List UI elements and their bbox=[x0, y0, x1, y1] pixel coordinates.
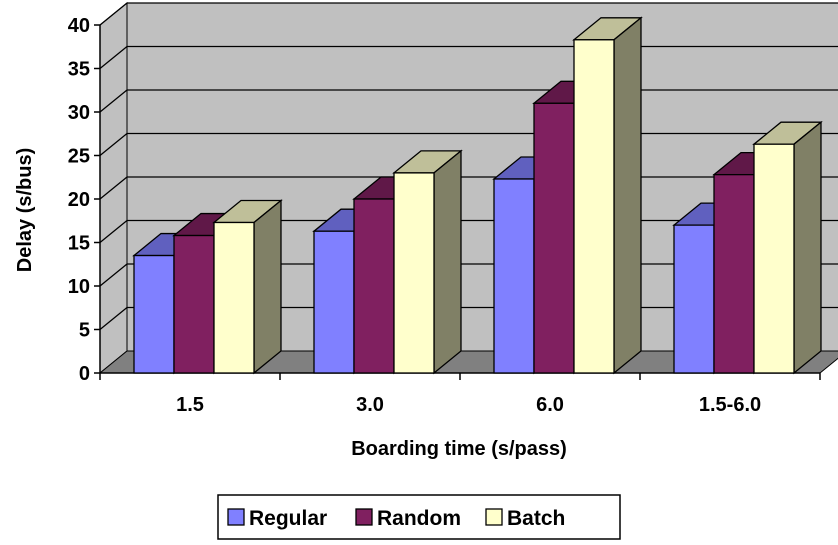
bar-front bbox=[533, 102, 575, 374]
x-axis-title: Boarding time (s/pass) bbox=[351, 438, 567, 460]
x-category-labels: 1.5 3.0 6.0 1.5-6.0 bbox=[176, 394, 761, 416]
bar-side bbox=[793, 120, 822, 375]
bar-front bbox=[133, 254, 175, 374]
x-category-label: 1.5-6.0 bbox=[699, 394, 761, 416]
bar bbox=[752, 120, 823, 375]
bar bbox=[572, 16, 643, 375]
x-category-label: 1.5 bbox=[176, 394, 204, 416]
legend-swatch bbox=[227, 508, 245, 526]
x-category-label: 6.0 bbox=[536, 394, 564, 416]
bar bbox=[392, 149, 463, 375]
bar-front bbox=[673, 224, 715, 374]
y-tick-labels: 0 5 10 15 20 25 30 35 40 bbox=[68, 15, 90, 385]
x-category-label: 3.0 bbox=[356, 394, 384, 416]
y-tick-label: 40 bbox=[68, 15, 90, 37]
y-tick-label: 0 bbox=[79, 363, 90, 385]
gridline bbox=[99, 2, 838, 26]
bar-front bbox=[393, 172, 435, 374]
legend-box bbox=[217, 494, 621, 540]
y-axis-title: Delay (s/bus) bbox=[14, 148, 36, 272]
legend: Regular Random Batch bbox=[217, 494, 621, 540]
bar-front bbox=[493, 178, 535, 374]
bar-side bbox=[433, 149, 462, 375]
bar-front bbox=[353, 198, 395, 374]
y-tick-label: 30 bbox=[68, 102, 90, 124]
legend-label: Batch bbox=[507, 507, 565, 530]
legend-swatch bbox=[485, 508, 503, 526]
legend-label: Regular bbox=[249, 507, 327, 530]
bar-front bbox=[313, 230, 355, 374]
y-tick-label: 35 bbox=[68, 59, 90, 81]
bar-front bbox=[213, 221, 255, 374]
bar-front bbox=[173, 234, 215, 374]
bar-side bbox=[613, 16, 642, 375]
y-tick-label: 15 bbox=[68, 233, 90, 255]
y-tick-label: 25 bbox=[68, 146, 90, 168]
y-tick-label: 5 bbox=[79, 320, 90, 342]
bars bbox=[132, 16, 823, 375]
bar-front bbox=[573, 39, 615, 374]
bar-side bbox=[253, 199, 282, 375]
bar bbox=[212, 199, 283, 375]
bar-front bbox=[713, 173, 755, 374]
bar-front bbox=[753, 143, 795, 374]
y-tick-label: 10 bbox=[68, 276, 90, 298]
legend-label: Random bbox=[377, 507, 461, 530]
y-tick-label: 20 bbox=[68, 189, 90, 211]
legend-swatch bbox=[355, 508, 373, 526]
